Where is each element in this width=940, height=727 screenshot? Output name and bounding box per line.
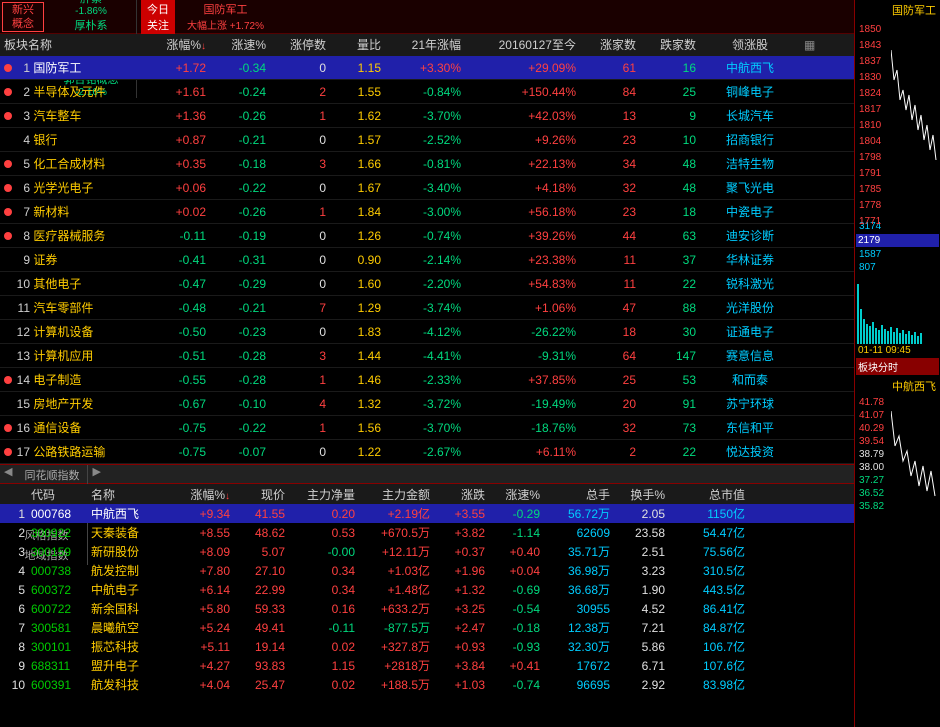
- col-chg-pct[interactable]: 涨幅%↓: [168, 486, 233, 503]
- sector-row[interactable]: 9 证券 -0.41 -0.31 0 0.90 -2.14% +23.38% 1…: [0, 248, 854, 272]
- col-leader[interactable]: 领涨股: [700, 36, 800, 53]
- col-volume-ratio[interactable]: 量比: [330, 36, 385, 53]
- sector-row[interactable]: 3 汽车整车 +1.36 -0.26 1 1.62 -3.70% +42.03%…: [0, 104, 854, 128]
- stock-row[interactable]: 4 000738 航发控制 +7.80 27.10 0.34 +1.03亿 +1…: [0, 561, 854, 580]
- sector-row[interactable]: 11 汽车零部件 -0.48 -0.21 7 1.29 -3.74% +1.06…: [0, 296, 854, 320]
- col-spd[interactable]: 涨速%: [488, 486, 543, 503]
- chart1-volume-bars: [855, 274, 940, 344]
- col-turnover[interactable]: 换手%: [613, 486, 668, 503]
- col-limit-up[interactable]: 涨停数: [270, 36, 330, 53]
- col-menu-icon[interactable]: ▦: [800, 38, 820, 52]
- col-speed[interactable]: 涨速%: [210, 36, 270, 53]
- sector-row[interactable]: 10 其他电子 -0.47 -0.29 0 1.60 -2.20% +54.83…: [0, 272, 854, 296]
- stock-table-header: 代码 名称 涨幅%↓ 现价 主力净量 主力金额 涨跌 涨速% 总手 换手% 总市…: [0, 484, 854, 504]
- sector-row[interactable]: 15 房地产开发 -0.67 -0.10 4 1.32 -3.72% -19.4…: [0, 392, 854, 416]
- headline-ticker: 国防军工 大幅上涨 +1.72%: [179, 1, 272, 32]
- chart1-area: 1850184318371830182418171810180417981791…: [855, 20, 940, 220]
- col-since-date[interactable]: 20160127至今: [465, 36, 580, 53]
- stock-row[interactable]: 7 300581 晨曦航空 +5.24 49.41 -0.11 -877.5万 …: [0, 618, 854, 637]
- col-up-count[interactable]: 涨家数: [580, 36, 640, 53]
- chart1-title: 国防军工: [855, 0, 940, 20]
- col-chg[interactable]: 涨跌: [433, 486, 488, 503]
- col-price[interactable]: 现价: [233, 486, 288, 503]
- col-down-count[interactable]: 跌家数: [640, 36, 700, 53]
- stock-row[interactable]: 10 600391 航发科技 +4.04 25.47 0.02 +188.5万 …: [0, 675, 854, 694]
- sector-row[interactable]: 16 通信设备 -0.75 -0.22 1 1.56 -3.70% -18.76…: [0, 416, 854, 440]
- sector-intraday-label[interactable]: 板块分时: [856, 358, 939, 375]
- sector-row[interactable]: 6 光学光电子 +0.06 -0.22 0 1.67 -3.40% +4.18%…: [0, 176, 854, 200]
- sector-row[interactable]: 14 电子制造 -0.55 -0.28 1 1.46 -2.33% +37.85…: [0, 368, 854, 392]
- index-tab-bar: ◀ 同花顺指数行业指数概念指数风格指数地域指数 ▶: [0, 464, 854, 484]
- tab-next-icon[interactable]: ▶: [88, 465, 104, 483]
- col-main-net[interactable]: 主力净量: [288, 486, 358, 503]
- stock-row[interactable]: 3 300159 新研股份 +8.09 5.07 -0.00 +12.11万 +…: [0, 542, 854, 561]
- col-main-amt[interactable]: 主力金额: [358, 486, 433, 503]
- stock-row[interactable]: 9 688311 盟升电子 +4.27 93.83 1.15 +2818万 +3…: [0, 656, 854, 675]
- chart2-title: 中航西飞: [855, 376, 940, 396]
- sector-row[interactable]: 5 化工合成材料 +0.35 -0.18 3 1.66 -0.81% +22.1…: [0, 152, 854, 176]
- sector-table-header: 板块名称 涨幅%↓ 涨速% 涨停数 量比 21年涨幅 20160127至今 涨家…: [0, 34, 854, 56]
- col-mktcap[interactable]: 总市值: [668, 486, 748, 503]
- stock-row[interactable]: 5 600372 中航电子 +6.14 22.99 0.34 +1.48亿 +1…: [0, 580, 854, 599]
- side-chart-panel: 国防军工 18501843183718301824181718101804179…: [854, 0, 940, 727]
- stock-row[interactable]: 8 300101 振芯科技 +5.11 19.14 0.02 +327.8万 +…: [0, 637, 854, 656]
- tab-prev-icon[interactable]: ◀: [0, 465, 16, 483]
- stock-row[interactable]: 6 600722 新余国科 +5.80 59.33 0.16 +633.2万 +…: [0, 599, 854, 618]
- sector-row[interactable]: 2 半导体及元件 +1.61 -0.24 2 1.55 -0.84% +150.…: [0, 80, 854, 104]
- sector-row[interactable]: 17 公路铁路运输 -0.75 -0.07 0 1.22 -2.67% +6.1…: [0, 440, 854, 464]
- sector-row[interactable]: 8 医疗器械服务 -0.11 -0.19 0 1.26 -0.74% +39.2…: [0, 224, 854, 248]
- col-21y-change[interactable]: 21年涨幅: [385, 36, 465, 53]
- emerging-concept-badge[interactable]: 新兴概念: [2, 2, 44, 32]
- sector-row[interactable]: 7 新材料 +0.02 -0.26 1 1.84 -3.00% +56.18% …: [0, 200, 854, 224]
- index-tab[interactable]: 同花顺指数: [16, 465, 88, 485]
- chart1-timestamp: 01-11 09:45: [855, 344, 914, 357]
- stock-row[interactable]: 2 300922 天秦装备 +8.55 48.62 0.53 +670.5万 +…: [0, 523, 854, 542]
- col-total-hand[interactable]: 总手: [543, 486, 613, 503]
- sector-row[interactable]: 12 计算机设备 -0.50 -0.23 0 1.83 -4.12% -26.2…: [0, 320, 854, 344]
- top-section[interactable]: 肝素-1.86%: [46, 0, 137, 17]
- col-change-pct[interactable]: 涨幅%↓: [140, 36, 210, 53]
- stock-row[interactable]: 1 000768 中航西飞 +9.34 41.55 0.20 +2.19亿 +3…: [0, 504, 854, 523]
- sector-row[interactable]: 1 国防军工 +1.72 -0.34 0 1.15 +3.30% +29.09%…: [0, 56, 854, 80]
- sector-row[interactable]: 13 计算机应用 -0.51 -0.28 3 1.44 -4.41% -9.31…: [0, 344, 854, 368]
- col-name[interactable]: 名称: [88, 486, 168, 503]
- top-category-bar: 新兴概念 金融科技-0.96%以纸代塑概念-1.48%肝素-1.86%厚朴系-1…: [0, 0, 854, 34]
- col-sector-name[interactable]: 板块名称: [0, 36, 140, 53]
- sector-row[interactable]: 4 银行 +0.87 -0.21 0 1.57 -2.52% +9.26% 23…: [0, 128, 854, 152]
- chart2-area: 41.7841.0740.2939.5438.7938.0037.2736.52…: [855, 396, 940, 516]
- col-code[interactable]: 代码: [28, 486, 88, 503]
- today-focus-button[interactable]: 今日关注: [141, 0, 175, 37]
